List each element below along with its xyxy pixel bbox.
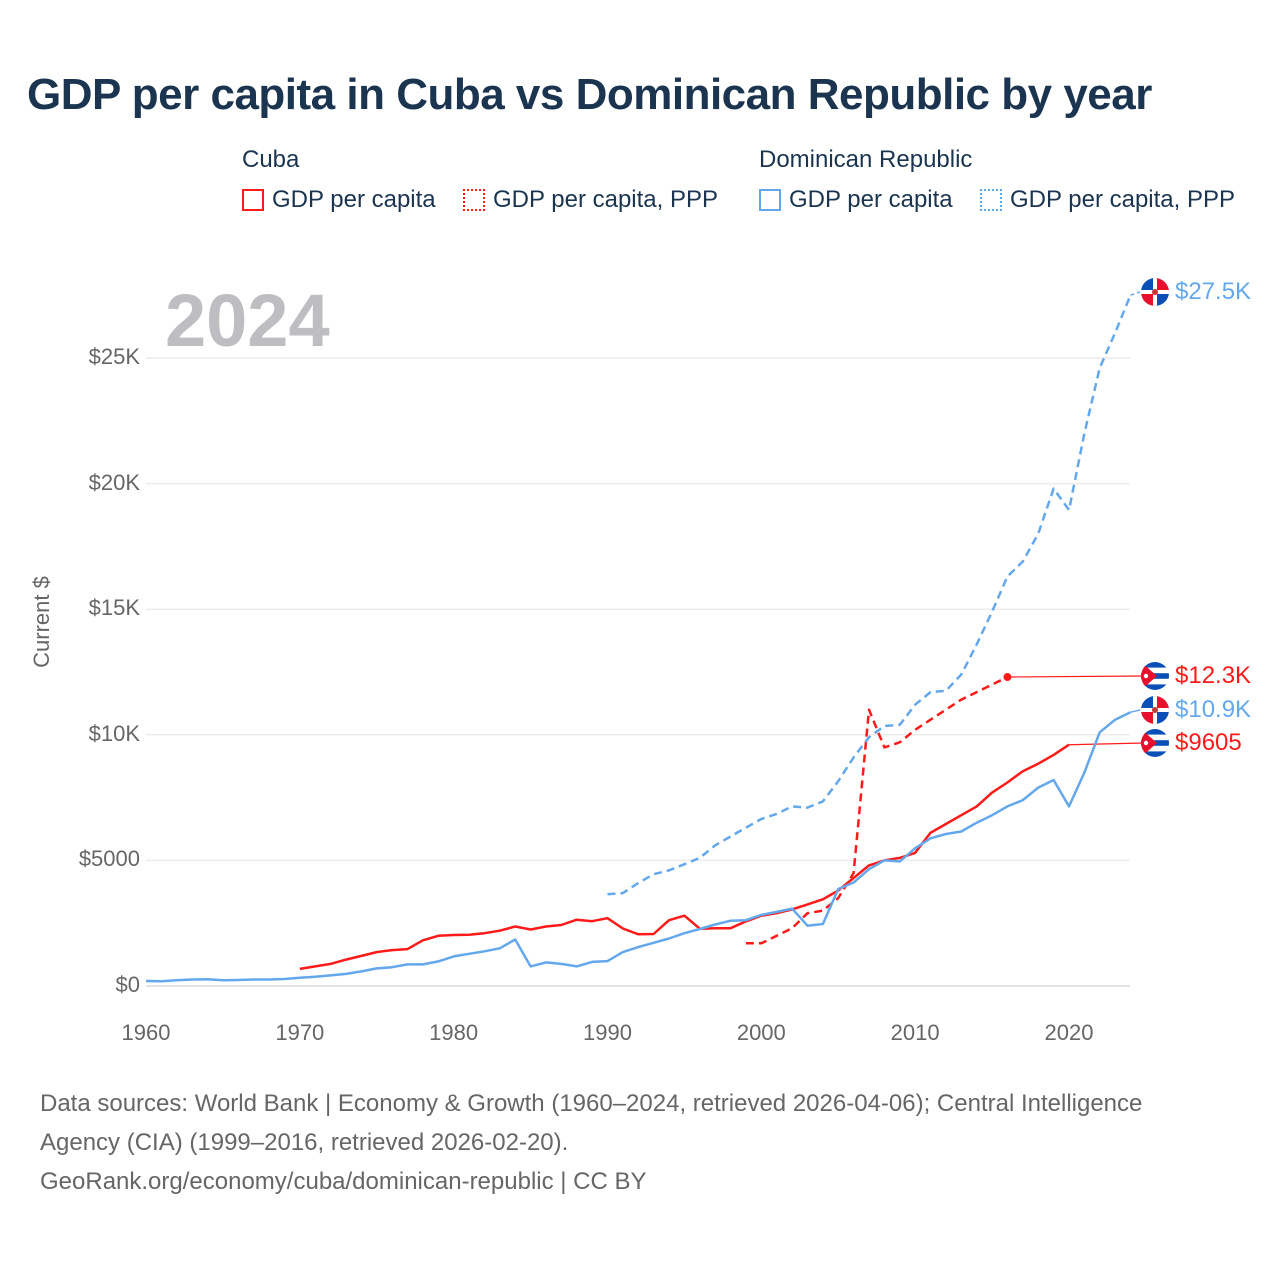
legend-label: GDP per capita (789, 186, 953, 213)
chart-title: GDP per capita in Cuba vs Dominican Repu… (27, 70, 1152, 119)
dr-flag-icon (1141, 278, 1169, 306)
year-watermark: 2024 (165, 279, 330, 362)
series-line-1 (745, 675, 1008, 945)
y-tick-label: $25K (88, 344, 140, 369)
legend-cuba-ppp[interactable]: GDP per capita, PPP (463, 186, 718, 214)
leader-line (1068, 742, 1146, 746)
footer-sources-1: Data sources: World Bank | Economy & Gro… (40, 1090, 1143, 1117)
leader-line (1007, 675, 1146, 678)
legend-label: GDP per capita (272, 186, 436, 213)
legend-dr-gdp[interactable]: GDP per capita (759, 186, 953, 214)
x-tick-label: 2010 (890, 1020, 940, 1045)
x-tick-label: 1970 (275, 1020, 325, 1045)
y-tick-label: $15K (88, 595, 140, 621)
legend-swatch (980, 189, 1002, 211)
end-value-label: $10.9K (1175, 696, 1252, 723)
y-tick-label: $5000 (78, 846, 140, 872)
leader-line (1130, 709, 1141, 713)
y-axis-label: Current $ (29, 576, 54, 668)
y-tick-label: $10K (88, 720, 140, 746)
footer-sources-2: Agency (CIA) (1999–2016, retrieved 2026-… (40, 1129, 569, 1156)
end-value-label: $27.5K (1175, 278, 1252, 305)
y-tick-label: $0 (115, 972, 140, 997)
legend-label: GDP per capita, PPP (1010, 186, 1235, 213)
end-value-label: $9605 (1175, 729, 1242, 756)
x-tick-label: 1990 (583, 1020, 632, 1045)
dr-flag-icon (1141, 696, 1169, 724)
legend-cuba-gdp[interactable]: GDP per capita (242, 186, 436, 214)
legend-swatch (242, 189, 264, 211)
x-tick-label: 2000 (736, 1020, 786, 1045)
x-tick-label: 2020 (1044, 1020, 1094, 1045)
series-line-2 (145, 711, 1132, 983)
end-value-label: $12.3K (1175, 662, 1252, 689)
x-tick-label: 1980 (429, 1020, 479, 1045)
legend-swatch (463, 189, 485, 211)
cuba-flag-icon (1141, 662, 1169, 690)
x-tick-label: 1960 (121, 1020, 171, 1045)
legend-dr-ppp[interactable]: GDP per capita, PPP (980, 186, 1235, 214)
legend-swatch (759, 189, 781, 211)
y-tick-label: $20K (88, 469, 140, 495)
cuba-flag-icon (1141, 729, 1169, 757)
footer-link[interactable]: GeoRank.org/economy/cuba/dominican-repub… (40, 1168, 647, 1195)
legend-label: GDP per capita, PPP (493, 186, 718, 213)
leader-line (1130, 291, 1141, 296)
legend-group-cuba: Cuba (242, 146, 300, 173)
legend-group-dr: Dominican Republic (759, 146, 973, 173)
series-line-0 (299, 743, 1070, 971)
series-line-3 (607, 294, 1132, 896)
